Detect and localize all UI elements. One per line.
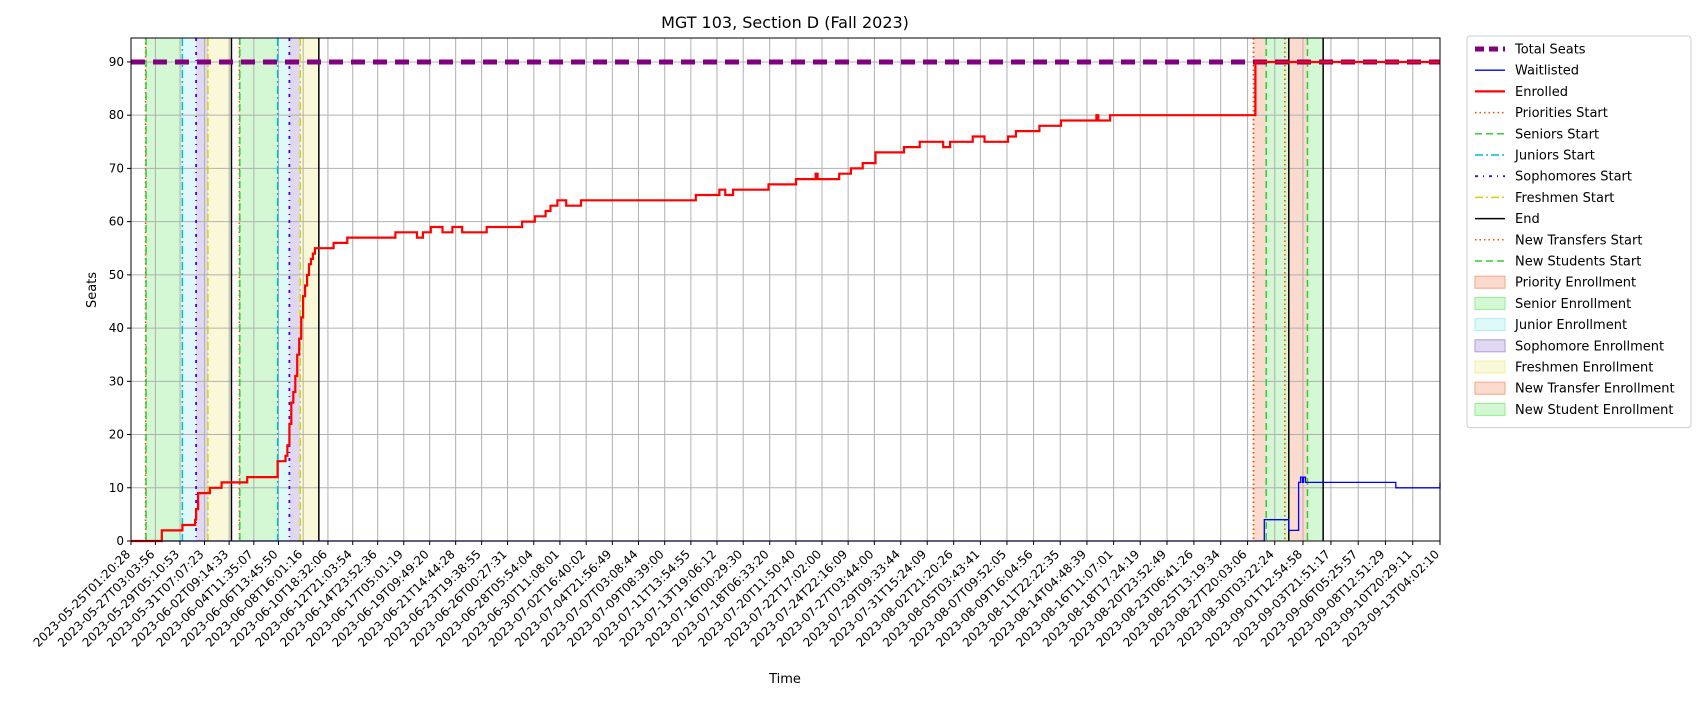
legend-label: End — [1515, 212, 1540, 227]
y-tick-label: 0 — [116, 534, 124, 548]
shaded-span — [300, 38, 319, 541]
shaded-span — [1288, 38, 1308, 541]
series-line — [131, 476, 1441, 542]
legend: Total Seats Waitlisted Enrolled Priorities … — [1466, 35, 1692, 429]
legend-swatch — [1474, 360, 1506, 374]
axes-frame — [130, 37, 1441, 542]
legend-label: Waitlisted — [1515, 64, 1579, 79]
shaded-span — [182, 38, 197, 541]
series-line — [131, 60, 1440, 543]
shaded-span — [1266, 38, 1289, 541]
legend-label: Enrolled — [1515, 85, 1568, 100]
y-axis-label: Seats — [85, 272, 100, 308]
legend-box — [1466, 35, 1692, 429]
y-tick-label: 20 — [109, 428, 124, 442]
legend-label: Sophomore Enrollment — [1515, 339, 1664, 354]
shaded-span — [145, 38, 147, 541]
y-tick-label: 70 — [109, 161, 124, 175]
legend-swatch — [1474, 318, 1506, 332]
y-tick-label: 50 — [109, 268, 124, 282]
shaded-span — [1253, 38, 1267, 541]
y-tick-label: 60 — [109, 215, 124, 229]
legend-label: Priority Enrollment — [1515, 276, 1636, 291]
legend-swatch — [1474, 296, 1506, 310]
shaded-span — [207, 38, 232, 541]
legend-swatch — [1474, 402, 1506, 416]
legend-label: Juniors Start — [1514, 149, 1595, 164]
legend-swatch — [1474, 339, 1506, 353]
legend-label: Senior Enrollment — [1515, 297, 1631, 312]
legend-label: Freshmen Start — [1515, 191, 1614, 206]
shaded-span — [239, 38, 278, 541]
legend-label: Junior Enrollment — [1514, 318, 1627, 333]
chart-title: MGT 103, Section D (Fall 2023) — [661, 13, 909, 32]
shaded-span — [277, 38, 290, 541]
shaded-span — [1307, 38, 1324, 541]
legend-label: New Transfers Start — [1515, 233, 1642, 248]
legend-label: New Student Enrollment — [1515, 403, 1673, 418]
y-tick-label: 90 — [109, 55, 124, 69]
shaded-span — [239, 38, 241, 541]
x-axis-label: Time — [768, 672, 801, 687]
legend-swatch — [1474, 381, 1506, 395]
shaded-span — [289, 38, 301, 541]
y-tick-label: 10 — [109, 481, 124, 495]
legend-label: Total Seats — [1514, 43, 1586, 58]
plot-area: 01020304050607080902023-05-25T01:20:2820… — [31, 37, 1442, 650]
shaded-span — [146, 38, 183, 541]
legend-label: Seniors Start — [1515, 127, 1599, 142]
legend-label: Sophomores Start — [1515, 170, 1632, 185]
legend-label: Priorities Start — [1515, 106, 1608, 121]
legend-label: New Students Start — [1515, 255, 1641, 270]
legend-swatch — [1474, 275, 1506, 289]
legend-label: New Transfer Enrollment — [1515, 382, 1675, 397]
y-tick-label: 40 — [109, 321, 124, 335]
y-tick-label: 30 — [109, 374, 124, 388]
shaded-span — [196, 38, 208, 541]
legend-label: Freshmen Enrollment — [1515, 361, 1653, 376]
y-tick-label: 80 — [109, 108, 124, 122]
